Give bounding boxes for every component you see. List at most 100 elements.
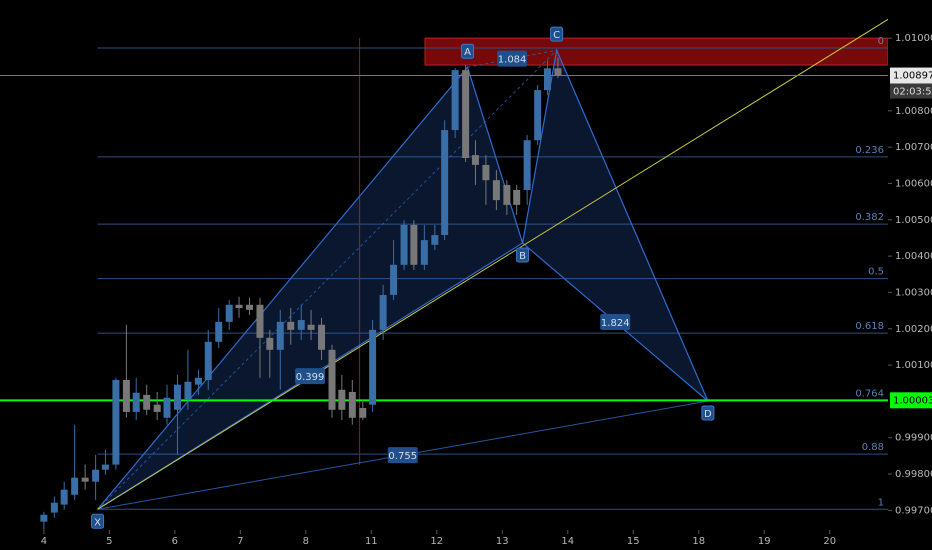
y-tick-label: 1.00300 [895, 287, 932, 298]
x-tick-label: 14 [561, 536, 574, 547]
ratio-box [497, 50, 528, 67]
candle-body [297, 320, 305, 330]
candle-body [287, 321, 295, 330]
x-tick-label: 7 [237, 536, 243, 547]
ratio-label: 0.399 [296, 372, 325, 383]
fib-label: 0.236 [855, 145, 884, 156]
candle-body [441, 130, 449, 236]
fib-label: 0.382 [855, 212, 884, 223]
candle-body [534, 90, 542, 141]
x-tick-label: 4 [41, 536, 47, 547]
candle-body [318, 324, 326, 350]
candle-body [503, 184, 511, 205]
ratio-label: 1.084 [498, 55, 527, 66]
x-tick-label: 18 [692, 536, 705, 547]
point-box [461, 43, 475, 59]
candle-body [451, 70, 459, 131]
y-tick-label: 1.00200 [895, 324, 932, 335]
hline-label: 1.00003 [893, 395, 932, 406]
last-price-label: 1.00897 [893, 71, 932, 82]
point-box [91, 513, 105, 529]
candle-body [513, 189, 521, 205]
x-tick-label: 20 [823, 536, 836, 547]
x-tick-label: 19 [758, 536, 771, 547]
candle-body [390, 264, 398, 295]
candle-body [410, 224, 418, 265]
y-tick-label: 0.99700 [895, 505, 932, 516]
fib-label: 0.618 [855, 321, 884, 332]
axes: 1.01000 1.00800 1.00700 1.00600 1.00500 1.004… [41, 33, 932, 547]
candle-body [215, 321, 223, 342]
candle-body [71, 477, 79, 495]
candle-body [92, 469, 100, 482]
candle-body [307, 324, 315, 330]
point-label: B [519, 251, 526, 262]
ratio-box [387, 447, 418, 464]
candle-body [101, 464, 109, 470]
candle-body [225, 304, 233, 322]
point-box [516, 247, 530, 263]
candle-body [369, 329, 377, 405]
countdown-badge [890, 83, 932, 99]
x-tick-label: 6 [172, 536, 178, 547]
point-box [550, 26, 564, 42]
point-label: X [94, 517, 101, 528]
y-tick-label: 1.00500 [895, 215, 932, 226]
fib-label: 1 [878, 497, 884, 508]
candle-body [163, 397, 171, 418]
candle-body [256, 304, 264, 338]
candle-body [132, 392, 140, 412]
x-tick-label: 15 [627, 536, 640, 547]
candle-body [246, 304, 254, 310]
point-label: A [464, 47, 471, 58]
y-tick-label: 1.01000 [895, 33, 932, 44]
candle-body [420, 240, 428, 265]
y-tick-label: 1.00700 [895, 142, 932, 153]
fib-label: 0.88 [862, 442, 884, 453]
hline-badge [890, 392, 932, 409]
candle-body [328, 349, 336, 410]
candle-body [153, 404, 161, 412]
supply-zone [424, 37, 888, 66]
pattern-triangle [521, 48, 709, 402]
candle-body [400, 224, 408, 265]
ratio-box [295, 368, 326, 385]
y-tick-label: 1.00800 [895, 106, 932, 117]
pattern-leg [97, 49, 557, 510]
candle-body [492, 180, 500, 201]
ratio-label: 0.755 [388, 451, 417, 462]
candle-body [359, 407, 367, 418]
x-tick-label: 8 [303, 536, 309, 547]
fib-label: 0.764 [855, 388, 884, 399]
x-tick-label: 13 [496, 536, 509, 547]
candle-body [482, 164, 490, 181]
candle-body [235, 304, 243, 309]
candle-body [379, 294, 387, 330]
last-price-badge [890, 67, 932, 84]
candle-body [431, 235, 439, 245]
candle-body [266, 337, 274, 350]
candle-body [276, 321, 284, 350]
countdown-label: 02:03:52 [893, 87, 932, 98]
x-tick-label: 5 [106, 536, 112, 547]
fib-label: 0.5 [868, 267, 884, 278]
point-box [701, 405, 715, 421]
x-tick-label: 11 [365, 536, 378, 547]
point-label: D [704, 409, 712, 420]
candle-body [462, 70, 470, 159]
y-tick-label: 1.00600 [895, 178, 932, 189]
candle-body [184, 381, 192, 400]
point-label: C [553, 30, 560, 41]
candle-body [471, 155, 479, 165]
candle-body [40, 514, 48, 522]
candle-body [122, 379, 130, 412]
candle-body [143, 394, 151, 410]
candle-body [81, 477, 89, 482]
candle-body [523, 140, 531, 190]
candle-body [112, 379, 120, 465]
ratio-box [600, 314, 631, 331]
